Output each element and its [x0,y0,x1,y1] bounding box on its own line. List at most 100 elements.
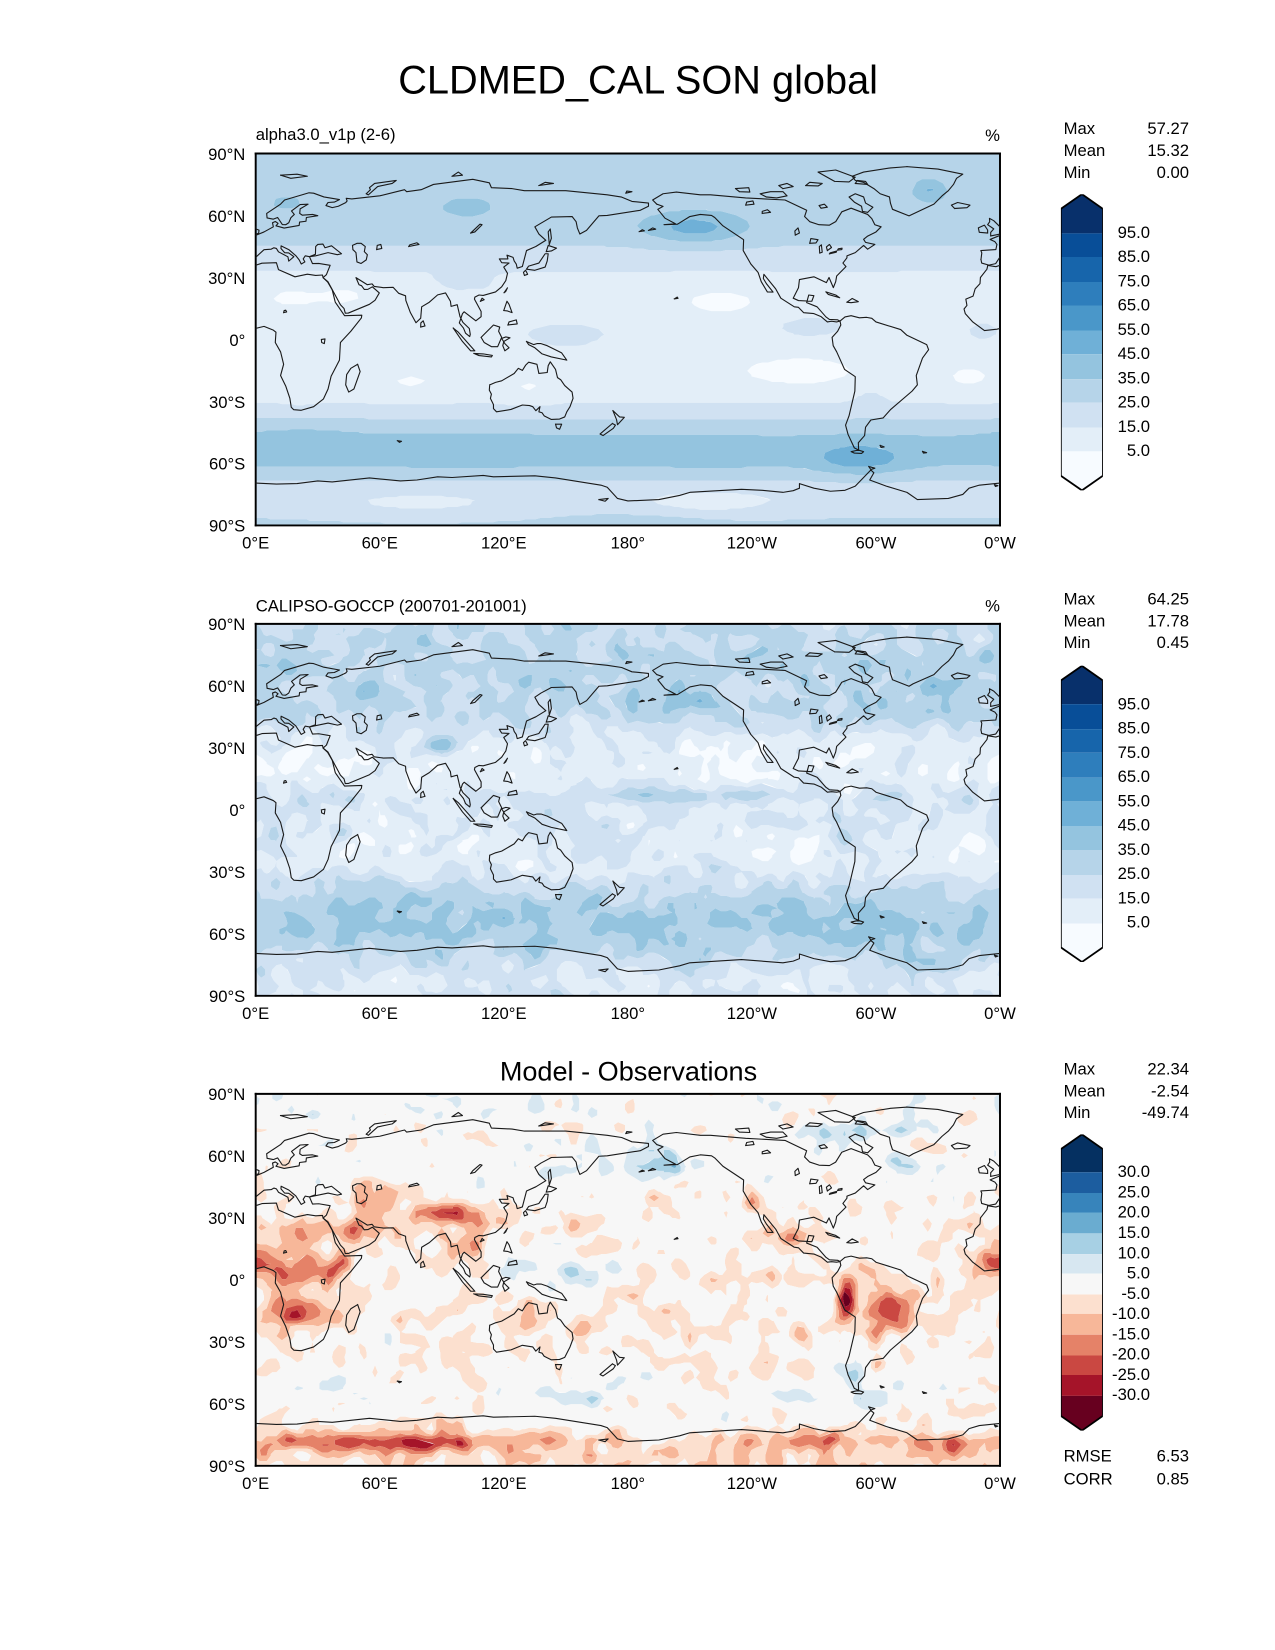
svg-text:Mean: Mean [1064,611,1106,630]
svg-text:30°N: 30°N [208,1209,245,1228]
svg-text:0°W: 0°W [984,1474,1016,1493]
svg-text:60°S: 60°S [209,1395,245,1414]
svg-text:30°N: 30°N [208,739,245,758]
svg-text:Max: Max [1064,1059,1096,1078]
svg-text:57.27: 57.27 [1147,119,1189,138]
svg-text:30°S: 30°S [209,863,245,882]
svg-text:-49.74: -49.74 [1142,1103,1189,1122]
svg-text:65.0: 65.0 [1118,767,1150,786]
svg-text:90°S: 90°S [209,1457,245,1476]
svg-text:15.0: 15.0 [1118,417,1150,436]
svg-text:0°W: 0°W [984,1004,1016,1023]
svg-text:CORR: CORR [1064,1470,1113,1489]
svg-text:60°W: 60°W [855,1004,896,1023]
svg-text:20.0: 20.0 [1118,1203,1150,1222]
svg-text:10.0: 10.0 [1118,1243,1150,1262]
svg-text:90°N: 90°N [208,145,245,164]
svg-text:25.0: 25.0 [1118,393,1150,412]
svg-text:25.0: 25.0 [1118,864,1150,883]
svg-text:-25.0: -25.0 [1112,1365,1150,1384]
svg-text:45.0: 45.0 [1118,344,1150,363]
svg-text:120°E: 120°E [481,1474,527,1493]
svg-text:95.0: 95.0 [1118,223,1150,242]
svg-text:30.0: 30.0 [1118,1162,1150,1181]
svg-text:0°E: 0°E [242,533,269,552]
svg-text:-2.54: -2.54 [1151,1081,1189,1100]
svg-text:alpha3.0_v1p (2-6): alpha3.0_v1p (2-6) [256,125,396,144]
svg-text:25.0: 25.0 [1118,1182,1150,1201]
svg-text:Mean: Mean [1064,141,1106,160]
svg-text:60°W: 60°W [855,533,896,552]
svg-text:30°N: 30°N [208,269,245,288]
svg-text:90°N: 90°N [208,615,245,634]
svg-text:-30.0: -30.0 [1112,1385,1150,1404]
svg-text:-15.0: -15.0 [1112,1324,1150,1343]
svg-text:Min: Min [1064,163,1091,182]
svg-text:0°E: 0°E [242,1004,269,1023]
svg-text:%: % [985,126,1000,145]
svg-text:15.0: 15.0 [1118,1223,1150,1242]
svg-text:120°W: 120°W [727,1474,777,1493]
svg-text:60°W: 60°W [855,1474,896,1493]
svg-text:0.00: 0.00 [1157,163,1189,182]
svg-text:60°S: 60°S [209,925,245,944]
svg-text:60°E: 60°E [362,533,398,552]
svg-text:Model - Observations: Model - Observations [500,1056,757,1087]
svg-text:75.0: 75.0 [1118,271,1150,290]
svg-text:CLDMED_CAL SON global: CLDMED_CAL SON global [398,58,878,102]
svg-text:22.34: 22.34 [1147,1059,1189,1078]
svg-text:65.0: 65.0 [1118,296,1150,315]
svg-text:15.0: 15.0 [1118,888,1150,907]
svg-text:60°E: 60°E [362,1474,398,1493]
svg-text:120°E: 120°E [481,533,527,552]
svg-text:60°S: 60°S [209,455,245,474]
svg-text:55.0: 55.0 [1118,791,1150,810]
svg-text:55.0: 55.0 [1118,320,1150,339]
svg-text:90°N: 90°N [208,1085,245,1104]
svg-text:5.0: 5.0 [1127,1264,1150,1283]
svg-text:75.0: 75.0 [1118,743,1150,762]
svg-text:-5.0: -5.0 [1121,1284,1150,1303]
svg-text:64.25: 64.25 [1147,589,1189,608]
svg-text:5.0: 5.0 [1127,441,1150,460]
svg-text:120°E: 120°E [481,1004,527,1023]
svg-text:%: % [985,596,1000,615]
svg-text:60°N: 60°N [208,207,245,226]
svg-text:Max: Max [1064,589,1096,608]
svg-text:0°W: 0°W [984,533,1016,552]
svg-text:0°: 0° [229,1271,245,1290]
svg-text:0.45: 0.45 [1157,633,1189,652]
svg-text:120°W: 120°W [727,533,777,552]
svg-text:Min: Min [1064,633,1091,652]
svg-text:180°: 180° [611,533,645,552]
svg-text:60°N: 60°N [208,1147,245,1166]
svg-text:17.78: 17.78 [1147,611,1189,630]
svg-text:RMSE: RMSE [1064,1447,1112,1466]
svg-text:180°: 180° [611,1004,645,1023]
svg-text:85.0: 85.0 [1118,719,1150,738]
svg-text:45.0: 45.0 [1118,816,1150,835]
svg-text:90°S: 90°S [209,987,245,1006]
svg-text:180°: 180° [611,1474,645,1493]
svg-text:60°E: 60°E [362,1004,398,1023]
svg-text:6.53: 6.53 [1157,1447,1189,1466]
svg-text:120°W: 120°W [727,1004,777,1023]
svg-text:0°: 0° [229,331,245,350]
svg-text:0°: 0° [229,801,245,820]
svg-text:0.85: 0.85 [1157,1470,1189,1489]
svg-text:30°S: 30°S [209,393,245,412]
svg-text:90°S: 90°S [209,517,245,536]
svg-text:85.0: 85.0 [1118,247,1150,266]
svg-text:-20.0: -20.0 [1112,1345,1150,1364]
svg-text:95.0: 95.0 [1118,694,1150,713]
svg-text:30°S: 30°S [209,1333,245,1352]
svg-text:0°E: 0°E [242,1474,269,1493]
svg-text:CALIPSO-GOCCP (200701-201001): CALIPSO-GOCCP (200701-201001) [256,596,527,615]
svg-text:60°N: 60°N [208,677,245,696]
svg-text:Mean: Mean [1064,1081,1106,1100]
svg-text:5.0: 5.0 [1127,913,1150,932]
svg-text:-10.0: -10.0 [1112,1304,1150,1323]
svg-text:Min: Min [1064,1103,1091,1122]
svg-text:35.0: 35.0 [1118,368,1150,387]
svg-text:15.32: 15.32 [1147,141,1189,160]
